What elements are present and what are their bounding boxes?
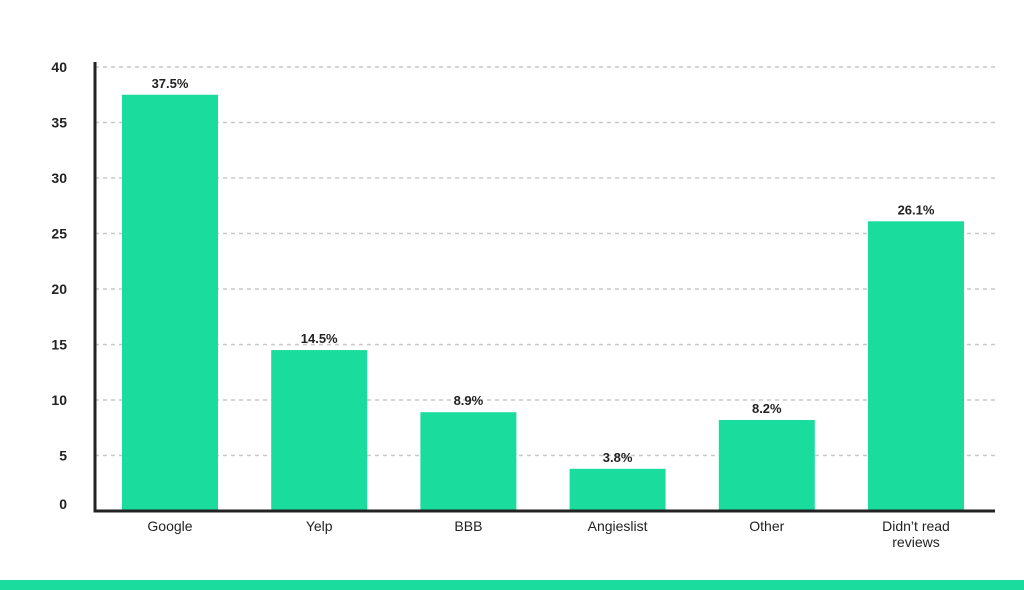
data-label: 26.1% [898,202,935,217]
bar-didn-t-read-reviews [868,221,964,512]
bar-yelp [271,350,368,511]
axes [93,62,995,513]
x-tick-label: Yelp [306,518,333,534]
x-axis-ticks: Google Yelp BBB Angieslist Other Didn’t read r… [147,518,949,550]
data-label: 8.2% [752,401,782,416]
x-tick-label: BBB [454,518,482,534]
data-label: 8.9% [454,393,484,408]
y-tick-label: 15 [51,337,67,353]
y-tick-label: 40 [51,59,67,75]
bar-other [718,419,815,511]
x-tick-label: Didn’t read reviews [882,518,950,550]
y-tick-label: 35 [51,115,67,131]
bar-bbb [420,412,517,511]
y-tick-label: 25 [51,226,67,242]
data-labels: 37.5% 14.5% 8.9% 3.8% 8.2% 26.1% [152,76,935,465]
data-label: 14.5% [301,331,338,346]
y-tick-label: 5 [59,448,67,464]
x-tick-label: Google [147,518,192,534]
x-tick-label: Angieslist [588,518,648,534]
data-label: 3.8% [603,450,633,465]
bar-google [122,94,218,511]
bottom-accent-band [0,580,1024,590]
y-tick-label: 10 [51,392,67,408]
y-axis-ticks: 0 5 10 15 20 25 30 35 40 [51,59,67,512]
bars [122,94,964,512]
x-tick-label: Other [749,518,784,534]
data-label: 37.5% [152,76,189,91]
y-tick-label: 30 [51,170,67,186]
y-tick-label: 0 [59,496,67,512]
grid-lines [95,66,995,457]
bar-angieslist [569,468,666,511]
y-tick-label: 20 [51,281,67,297]
